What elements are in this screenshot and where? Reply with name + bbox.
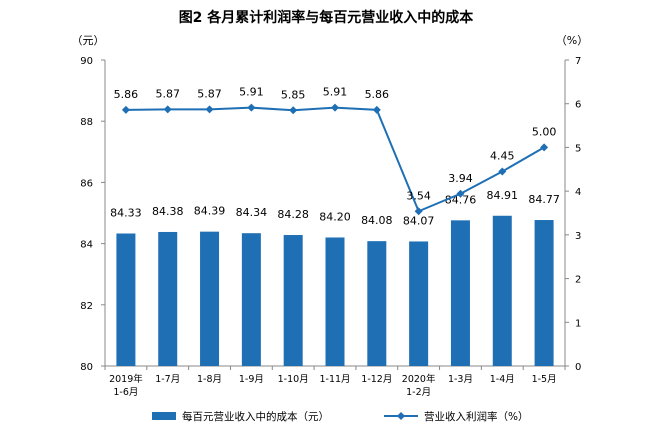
line-point	[540, 143, 549, 152]
bar-data-label: 84.77	[528, 193, 560, 206]
right-axis-tick-label: 4	[575, 187, 581, 198]
line-point	[247, 103, 256, 112]
bar-data-label: 84.07	[403, 214, 435, 227]
right-axis-tick-label: 2	[575, 275, 581, 286]
right-axis-tick-label: 5	[575, 143, 581, 154]
bar-data-label: 84.20	[319, 210, 351, 223]
line-data-label: 5.86	[114, 88, 139, 101]
bar-data-label: 84.33	[110, 207, 142, 220]
line-point	[121, 105, 130, 114]
line-data-label: 5.86	[365, 88, 390, 101]
bar-data-label: 84.38	[152, 205, 184, 218]
bar	[116, 233, 136, 366]
x-axis-category-label: 1-10月	[278, 374, 309, 385]
x-axis-category-label: 1-11月	[319, 374, 350, 385]
right-axis-tick-label: 3	[575, 231, 581, 242]
line-point	[205, 105, 214, 114]
bar-data-label: 84.08	[361, 214, 393, 227]
category-labels-group: 2019年 1-6月 1-7月 1-8月 1-9月 1-10月 1-11月 1-12月 2020…	[109, 373, 557, 398]
bar	[534, 220, 554, 366]
x-axis-category-label: 1-8月	[197, 374, 222, 385]
x-axis-category-label: 2019年	[109, 373, 143, 385]
line-point	[498, 167, 507, 176]
line-data-label: 5.91	[323, 86, 348, 99]
axes-group: 80 82 84 86 88 90 0 1 2 3 4 5 6 7	[80, 56, 581, 373]
left-axis-tick-label: 80	[80, 362, 93, 373]
x-axis-category-label: 1-12月	[361, 374, 392, 385]
x-axis-category-label: 1-7月	[155, 374, 180, 385]
legend-bar-swatch	[152, 412, 176, 420]
line-data-label: 5.87	[197, 87, 222, 100]
line-point	[163, 105, 172, 114]
left-axis-unit: （元）	[72, 34, 105, 47]
line-data-label: 5.87	[155, 87, 180, 100]
bar	[283, 235, 303, 366]
line-data-label: 5.85	[281, 88, 306, 101]
line-data-label: 5.00	[532, 125, 557, 138]
line-point	[372, 105, 381, 114]
bar-data-label: 84.34	[236, 206, 268, 219]
left-axis-tick-label: 90	[80, 56, 93, 67]
line-series	[125, 106, 545, 213]
right-axis-tick-label: 1	[575, 318, 581, 329]
bar	[200, 231, 220, 366]
left-axis-tick-label: 86	[80, 178, 93, 189]
line-data-label: 3.54	[406, 189, 431, 202]
line-point	[331, 103, 339, 112]
bar	[409, 241, 429, 366]
legend: 每百元营业收入中的成本（元） 营业收入利润率（%）	[152, 410, 528, 423]
bar	[367, 241, 387, 366]
right-axis-tick-label: 0	[575, 362, 581, 373]
chart-title: 图2 各月累计利润率与每百元营业收入中的成本	[179, 9, 475, 26]
line-data-label: 3.94	[448, 172, 473, 185]
bars-group: 84.33 84.38 84.39 84.34 84.28 84.20 84.08 84.07…	[110, 189, 560, 366]
line-point	[414, 207, 423, 216]
x-axis-category-label: 1-3月	[448, 374, 473, 385]
line-point	[456, 189, 465, 198]
bar	[158, 231, 178, 366]
left-axis-tick-label: 88	[80, 117, 93, 128]
line-group: 5.86 5.87 5.87 5.91 5.85 5.91 5.86 3.54 3.94 4.45…	[114, 86, 557, 216]
left-axis-tick-label: 82	[80, 301, 93, 312]
right-axis-unit: （%）	[556, 34, 588, 47]
bar	[492, 215, 512, 366]
right-axis-tick-label: 6	[575, 100, 581, 111]
right-axis-tick-label: 7	[575, 56, 581, 67]
x-axis-category-label: 1-4月	[490, 374, 515, 385]
legend-line-marker	[397, 412, 405, 420]
line-data-label: 5.91	[239, 86, 264, 99]
x-axis-category-label: 1-9月	[239, 374, 264, 385]
x-axis-category-label: 1-6月	[113, 387, 138, 398]
x-axis-category-label: 1-5月	[532, 374, 557, 385]
bar	[325, 237, 345, 366]
line-point	[289, 106, 298, 115]
x-axis-category-label: 1-2月	[406, 387, 431, 398]
legend-line-label: 营业收入利润率（%）	[424, 410, 528, 423]
bar-data-label: 84.39	[194, 205, 226, 218]
left-axis-tick-label: 84	[80, 240, 93, 251]
bar-data-label: 84.28	[277, 208, 309, 221]
line-data-label: 4.45	[490, 149, 515, 162]
bar	[450, 220, 470, 366]
legend-bar-label: 每百元营业收入中的成本（元）	[182, 410, 329, 423]
bar	[241, 233, 261, 366]
x-axis-category-label: 2020年	[402, 373, 436, 385]
bar-data-label: 84.91	[487, 189, 519, 202]
